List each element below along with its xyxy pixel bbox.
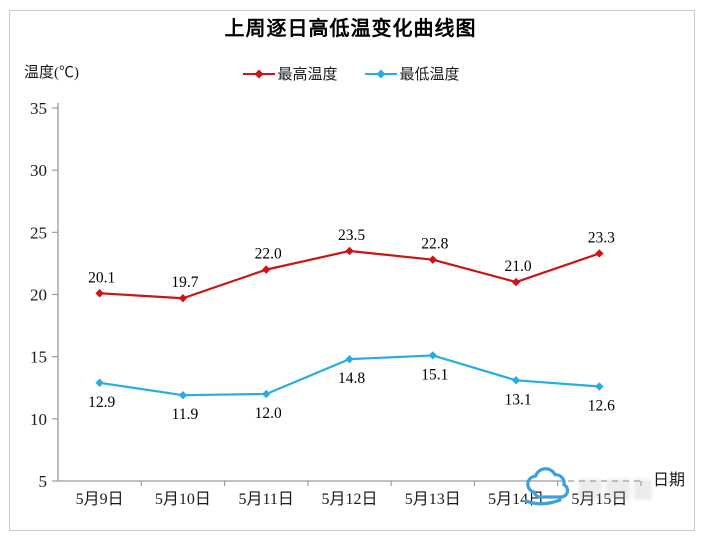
data-value-label: 15.1 — [421, 366, 448, 383]
data-point-marker — [178, 294, 188, 303]
x-tick-label: 5月13日 — [405, 491, 461, 508]
x-tick-label: 5月10日 — [155, 491, 211, 508]
chart-legend: 最高温度 最低温度 — [241, 63, 460, 84]
data-point-marker — [178, 391, 188, 400]
data-value-label: 20.1 — [88, 269, 115, 286]
x-tick-label: 5月9日 — [76, 491, 124, 508]
y-tick-label: 15 — [30, 348, 47, 367]
data-point-marker — [428, 351, 437, 360]
y-tick-label: 5 — [39, 472, 48, 491]
x-tick-label: 5月12日 — [321, 491, 377, 508]
legend-line-marker-icon — [364, 69, 397, 78]
data-value-label: 12.6 — [588, 398, 615, 415]
data-value-label: 12.9 — [88, 394, 115, 411]
data-point-marker — [345, 354, 354, 364]
data-point-marker — [345, 246, 354, 256]
data-value-label: 21.0 — [505, 258, 532, 275]
data-value-label: 23.3 — [588, 229, 615, 246]
legend-label-min-temp: 最低温度 — [399, 67, 460, 83]
data-value-label: 23.5 — [338, 227, 365, 244]
x-axis-title: 日期 — [653, 471, 685, 489]
data-point-marker — [595, 249, 604, 258]
y-tick-label: 25 — [30, 223, 47, 242]
data-point-marker — [428, 255, 437, 264]
watermark-text-remnant — [634, 479, 652, 500]
legend-item-max-temp: 最高温度 — [241, 63, 338, 84]
data-value-label: 14.8 — [338, 370, 365, 387]
y-tick-label: 20 — [30, 286, 47, 305]
watermark-text-remnant — [578, 479, 602, 500]
data-point-marker — [262, 265, 271, 274]
x-tick-label: 5月15日 — [571, 491, 627, 508]
legend-line-marker-icon — [242, 69, 275, 78]
chart-frame — [9, 10, 695, 531]
watermark-text-remnant — [606, 479, 630, 500]
legend-item-min-temp: 最低温度 — [364, 63, 460, 84]
y-axis-title: 温度(℃) — [24, 65, 79, 81]
data-point-marker — [511, 277, 521, 287]
data-point-marker — [95, 289, 104, 298]
data-value-label: 22.0 — [255, 246, 282, 263]
data-point-marker — [262, 389, 271, 399]
data-value-label: 19.7 — [171, 274, 198, 291]
data-point-marker — [595, 382, 604, 391]
data-value-label: 11.9 — [172, 406, 199, 423]
y-tick-label: 35 — [30, 99, 47, 118]
cloud-watermark-icon — [524, 467, 570, 506]
chart-title: 上周逐日高低温变化曲线图 — [224, 18, 477, 40]
data-point-marker — [511, 376, 521, 385]
data-value-label: 13.1 — [505, 391, 532, 408]
y-tick-label: 10 — [30, 410, 47, 429]
legend-label-max-temp: 最高温度 — [277, 67, 338, 83]
x-tick-label: 5月11日 — [239, 491, 294, 508]
data-point-marker — [95, 378, 104, 387]
data-value-label: 22.8 — [421, 236, 448, 253]
data-value-label: 12.0 — [255, 405, 282, 422]
y-tick-label: 30 — [30, 161, 47, 180]
